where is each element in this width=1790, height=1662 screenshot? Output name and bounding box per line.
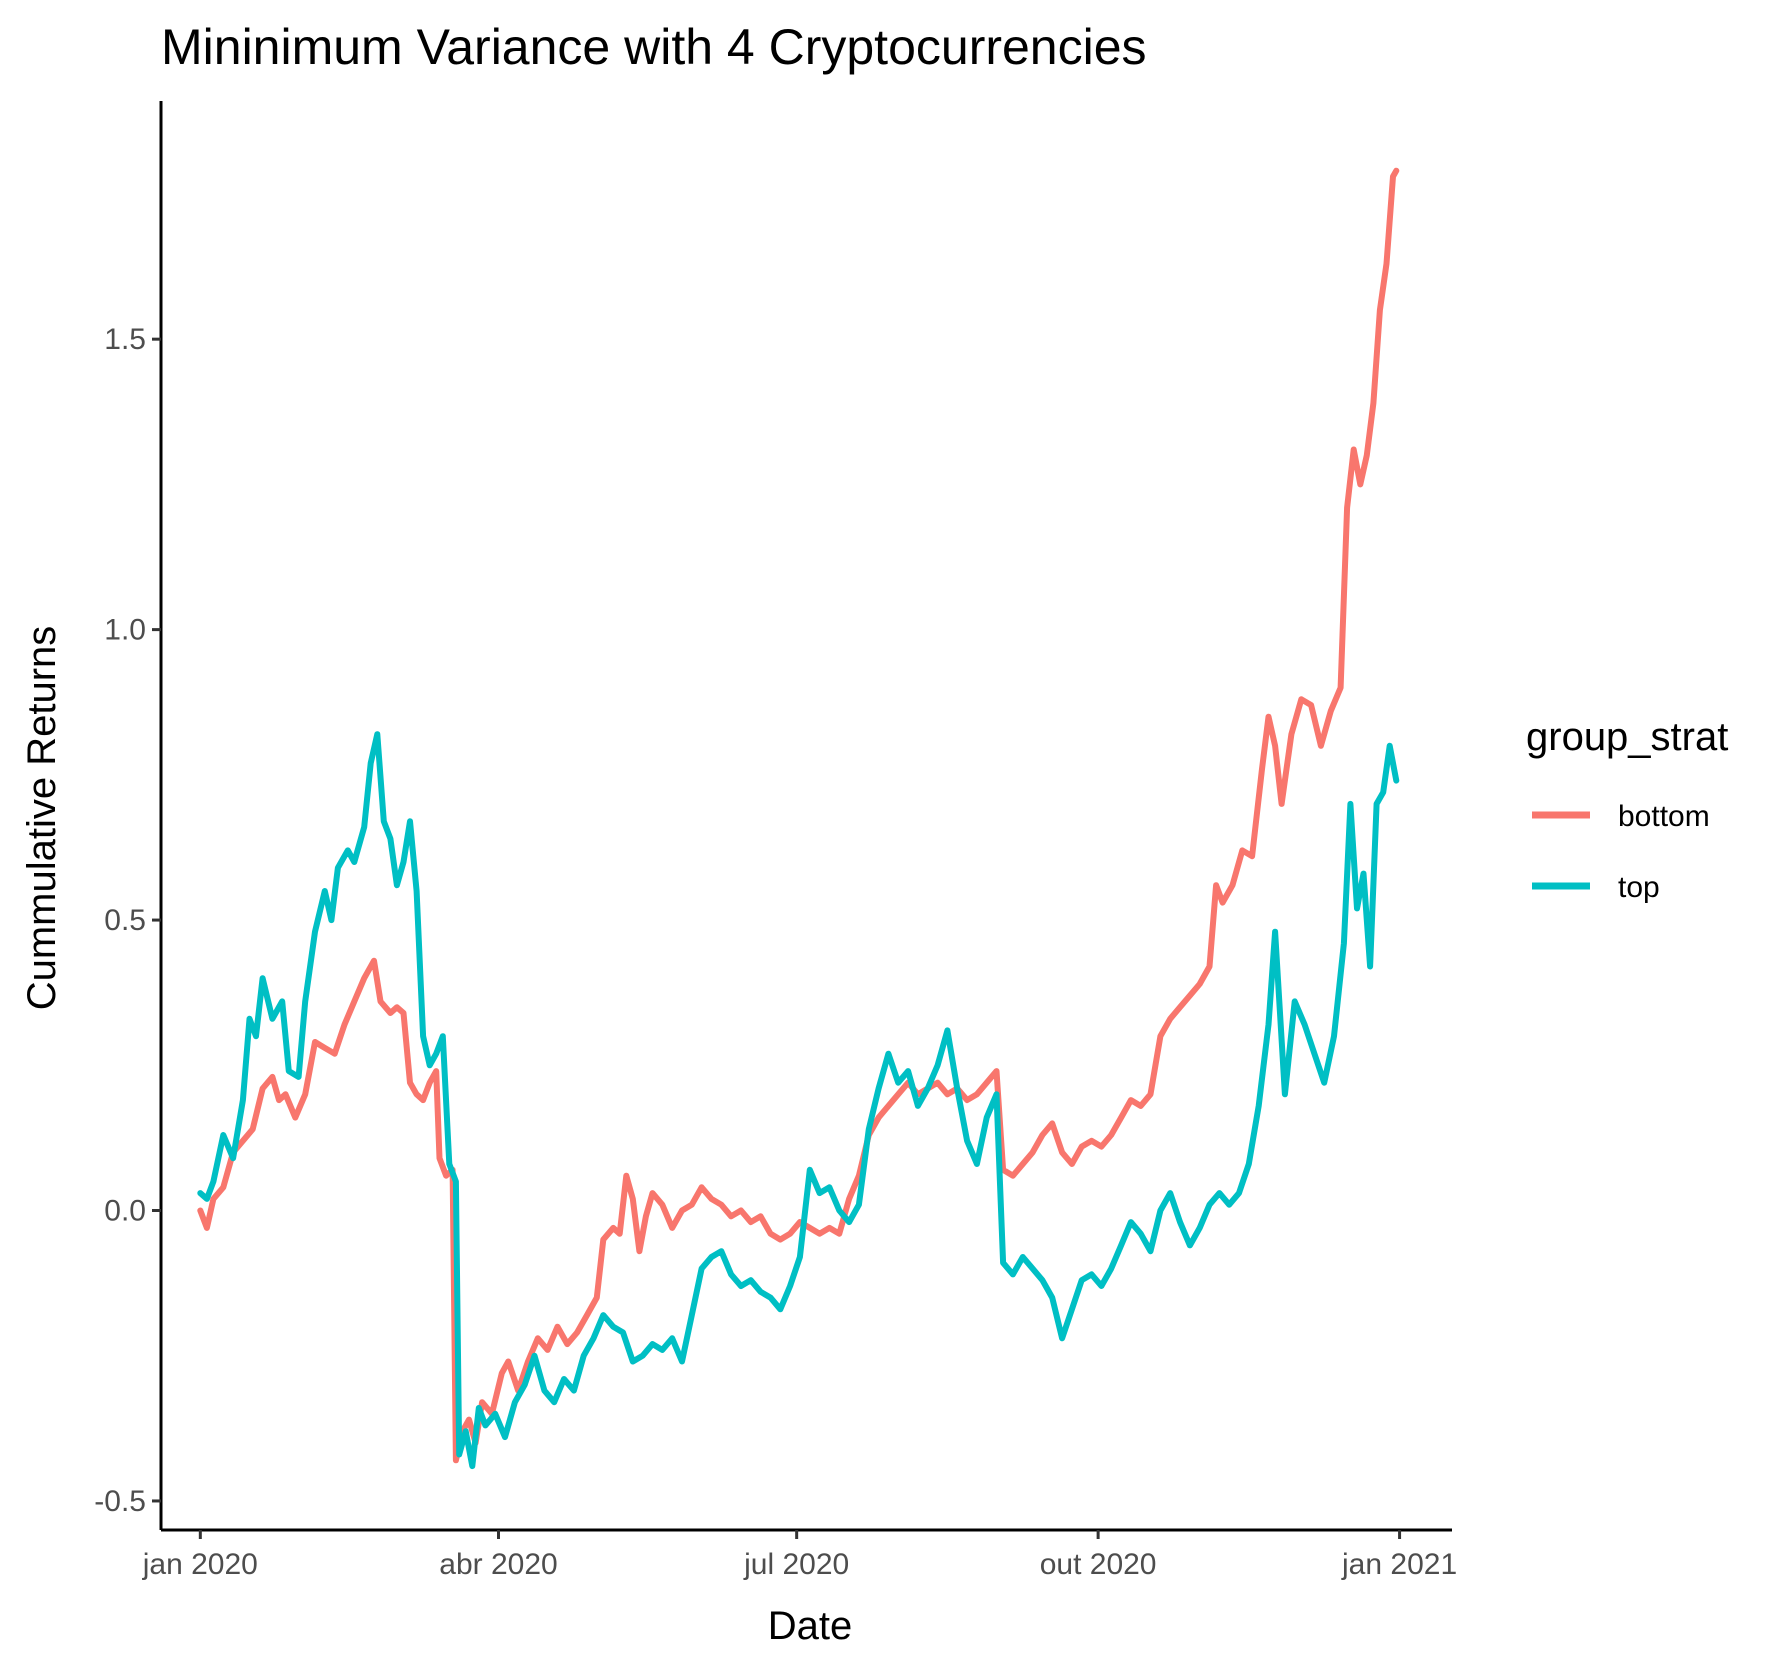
legend-label-top: top bbox=[1618, 871, 1660, 904]
series-layer bbox=[197, 167, 1400, 1470]
y-tick-label: 0.5 bbox=[104, 904, 146, 937]
y-tick-label: 0.0 bbox=[104, 1195, 146, 1228]
y-tick-label: 1.5 bbox=[104, 323, 146, 356]
y-tick-label: -0.5 bbox=[94, 1485, 146, 1518]
x-tick-label: jul 2020 bbox=[743, 1548, 849, 1581]
y-axis-title: Cummulative Returns bbox=[20, 626, 64, 1011]
x-axis-title: Date bbox=[768, 1604, 853, 1648]
x-tick-label: jan 2021 bbox=[1341, 1548, 1457, 1581]
legend: group_strat bottom top bbox=[1526, 715, 1728, 904]
x-tick-label: abr 2020 bbox=[439, 1548, 557, 1581]
chart-title: Mininimum Variance with 4 Cryptocurrenci… bbox=[161, 19, 1147, 75]
x-tick-label: jan 2020 bbox=[142, 1548, 258, 1581]
x-tick-label: out 2020 bbox=[1040, 1548, 1157, 1581]
legend-label-bottom: bottom bbox=[1618, 800, 1710, 833]
y-tick-label: 1.0 bbox=[104, 614, 146, 647]
y-axis-ticks: -0.5 0.0 0.5 1.0 1.5 bbox=[94, 323, 161, 1518]
x-axis-ticks: jan 2020 abr 2020 jul 2020 out 2020 jan 2021 bbox=[142, 1530, 1457, 1581]
series-line-bottom bbox=[197, 167, 1400, 1464]
legend-items: bottom top bbox=[1532, 800, 1710, 904]
legend-title: group_strat bbox=[1526, 715, 1728, 759]
plot-area: -0.5 0.0 0.5 1.0 1.5 jan 2020 abr 2020 jul 202… bbox=[94, 101, 1457, 1581]
series-line-top bbox=[197, 731, 1400, 1470]
